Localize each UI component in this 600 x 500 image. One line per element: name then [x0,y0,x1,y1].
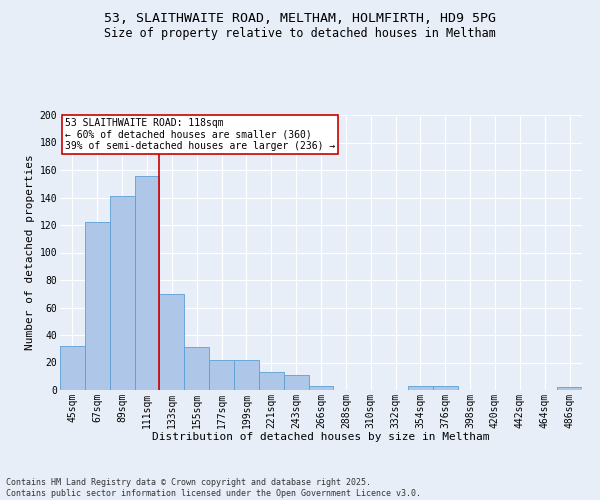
Bar [557,387,582,390]
Bar [134,176,160,390]
Text: Size of property relative to detached houses in Meltham: Size of property relative to detached ho… [104,28,496,40]
Bar [60,346,85,390]
X-axis label: Distribution of detached houses by size in Meltham: Distribution of detached houses by size … [152,432,490,442]
Bar [308,386,334,390]
Bar [234,360,259,390]
Text: 53, SLAITHWAITE ROAD, MELTHAM, HOLMFIRTH, HD9 5PG: 53, SLAITHWAITE ROAD, MELTHAM, HOLMFIRTH… [104,12,496,26]
Text: Contains HM Land Registry data © Crown copyright and database right 2025.
Contai: Contains HM Land Registry data © Crown c… [6,478,421,498]
Bar [284,375,308,390]
Bar [160,294,184,390]
Bar [85,222,110,390]
Bar [110,196,134,390]
Y-axis label: Number of detached properties: Number of detached properties [25,154,35,350]
Text: 53 SLAITHWAITE ROAD: 118sqm
← 60% of detached houses are smaller (360)
39% of se: 53 SLAITHWAITE ROAD: 118sqm ← 60% of det… [65,118,335,151]
Bar [209,360,234,390]
Bar [184,348,209,390]
Bar [433,386,458,390]
Bar [259,372,284,390]
Bar [408,386,433,390]
